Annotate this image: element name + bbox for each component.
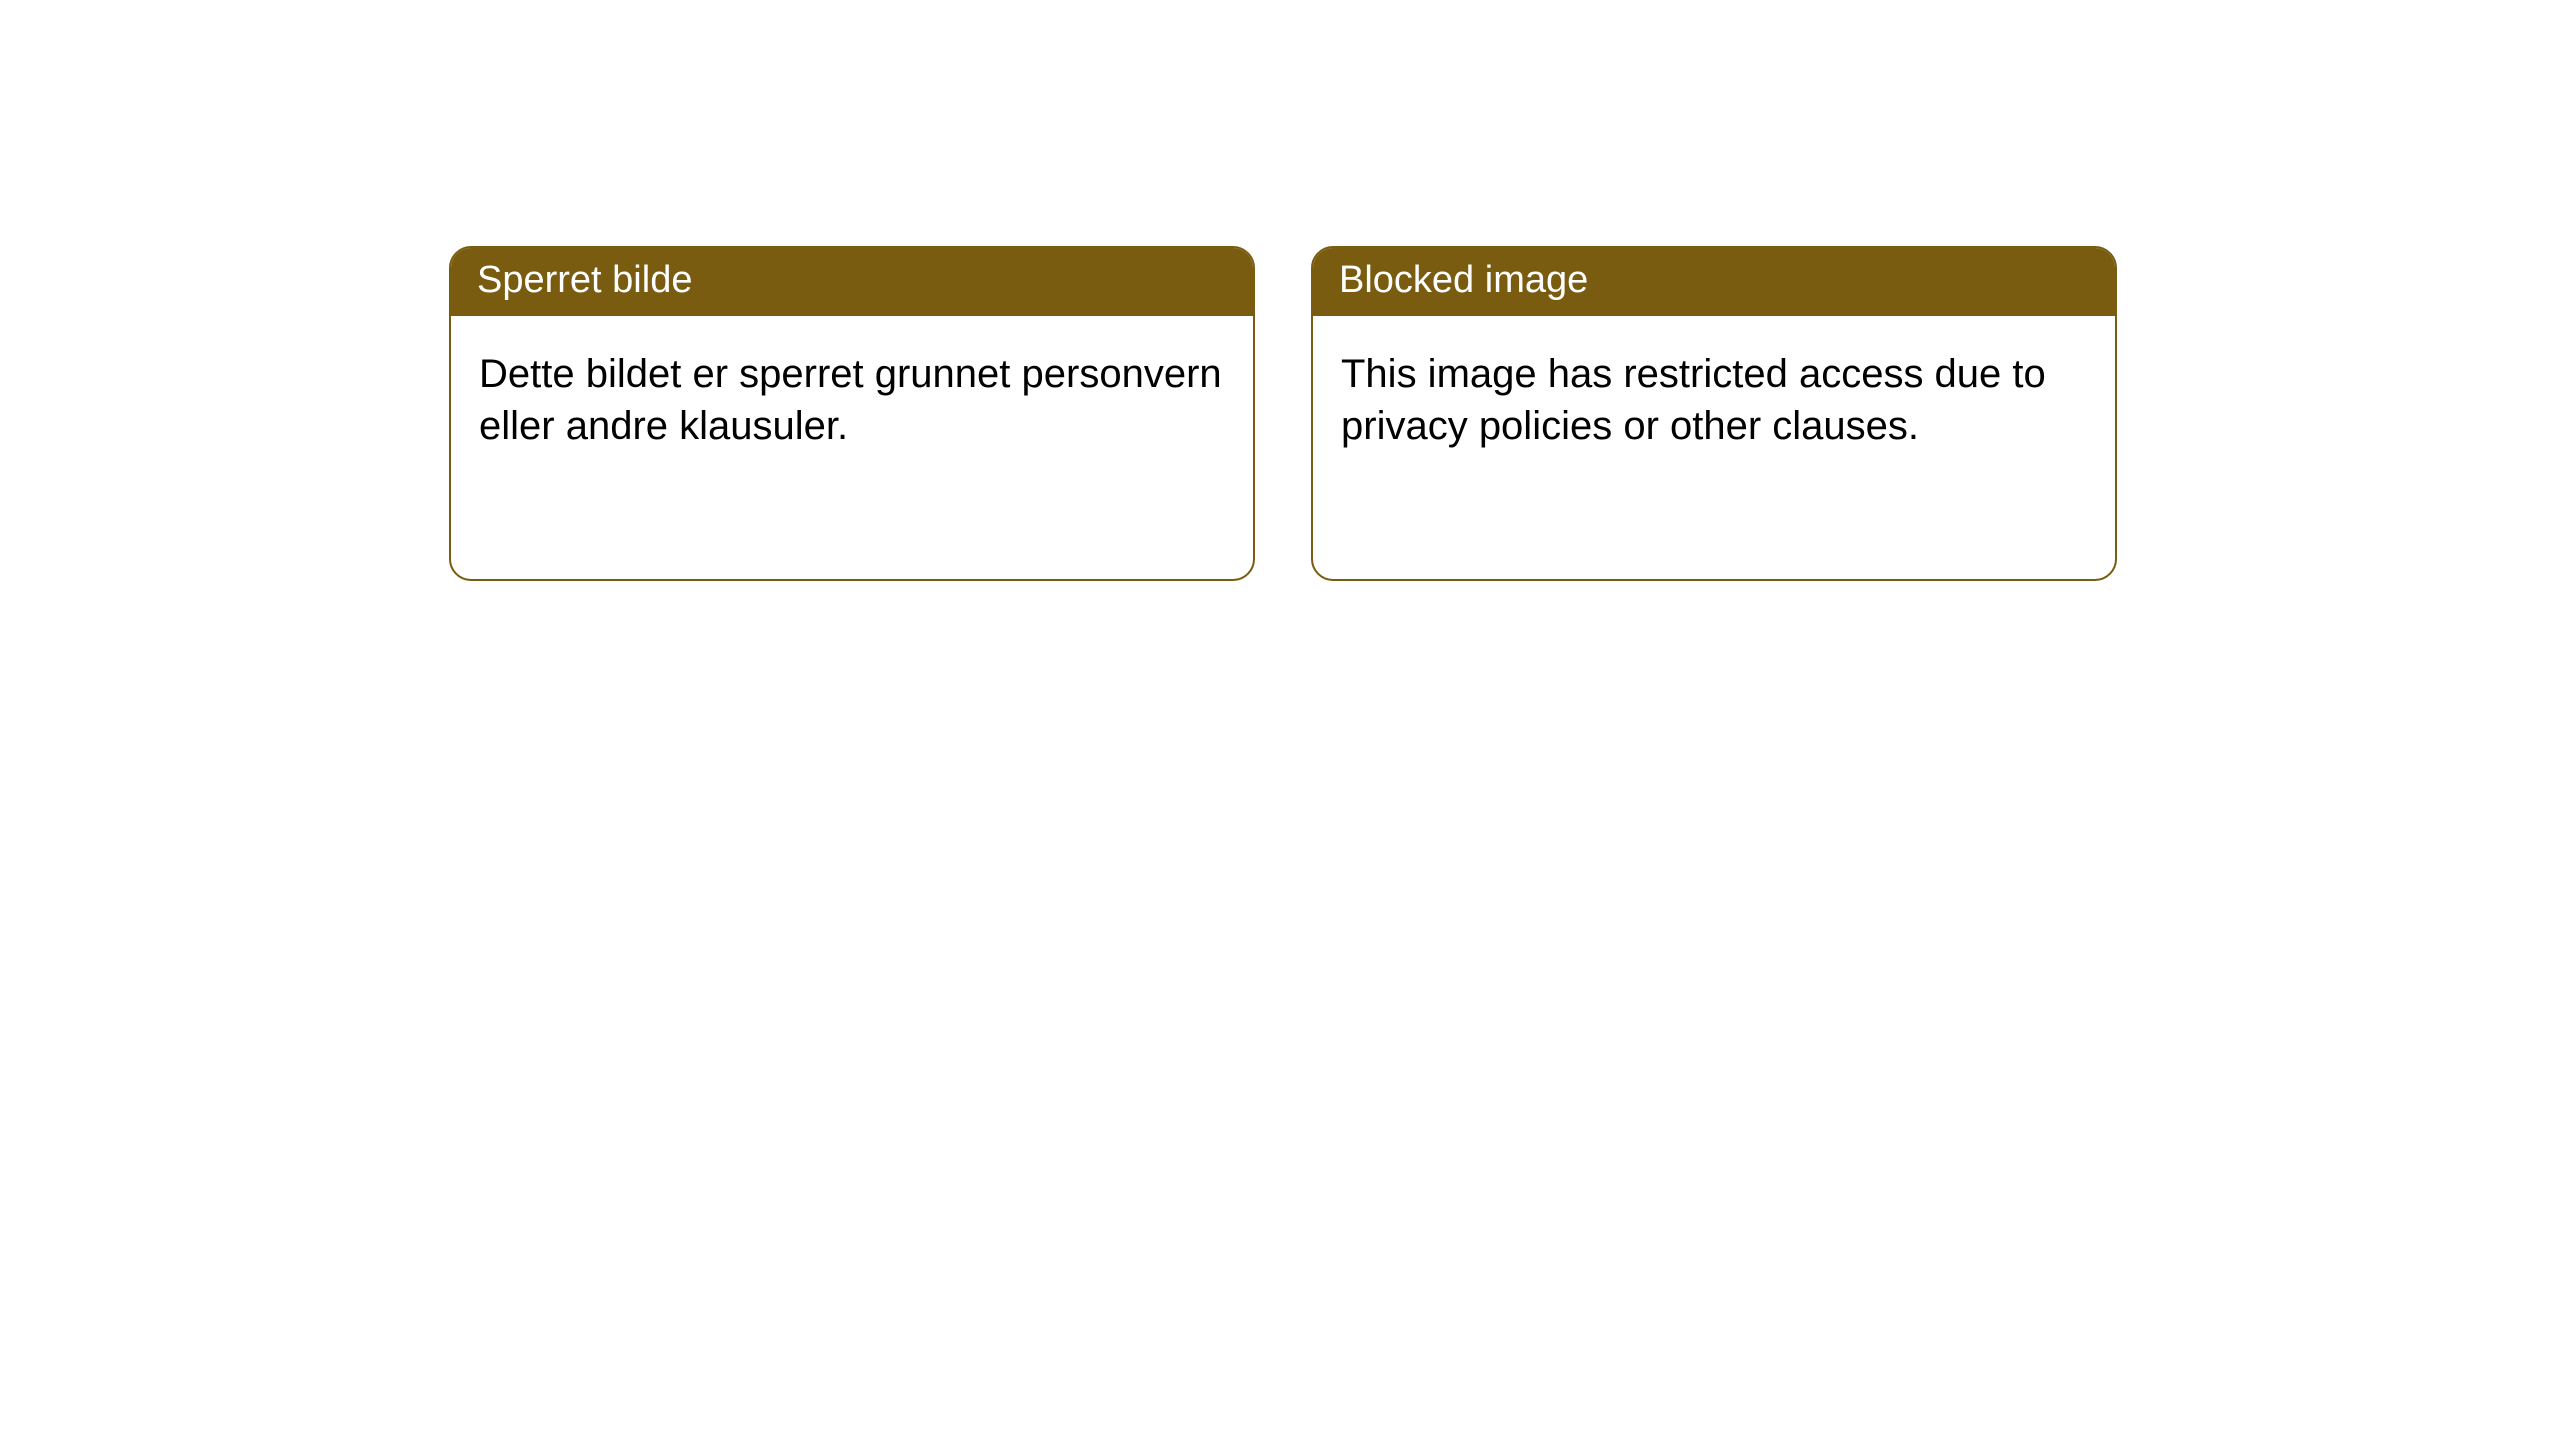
card-header: Sperret bilde: [451, 248, 1253, 316]
notice-card-english: Blocked image This image has restricted …: [1311, 246, 2117, 581]
card-header: Blocked image: [1313, 248, 2115, 316]
card-body: This image has restricted access due to …: [1313, 316, 2115, 484]
card-body: Dette bildet er sperret grunnet personve…: [451, 316, 1253, 484]
card-body-text: Dette bildet er sperret grunnet personve…: [479, 352, 1222, 448]
card-title: Sperret bilde: [477, 259, 692, 301]
notice-card-norwegian: Sperret bilde Dette bildet er sperret gr…: [449, 246, 1255, 581]
notice-cards-container: Sperret bilde Dette bildet er sperret gr…: [0, 0, 2560, 581]
card-title: Blocked image: [1339, 259, 1588, 301]
card-body-text: This image has restricted access due to …: [1341, 352, 2046, 448]
